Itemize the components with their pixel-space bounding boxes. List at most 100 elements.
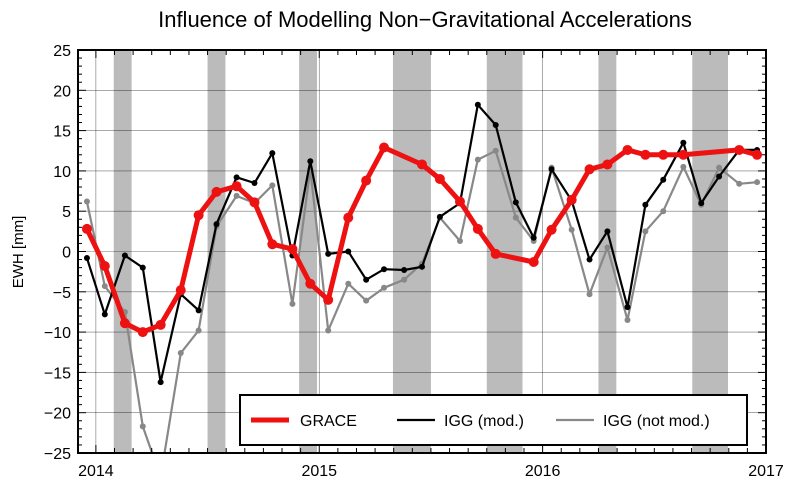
y-tick-label: −25 [44, 446, 71, 463]
y-tick-label: 0 [62, 245, 71, 262]
data-point-grace [343, 212, 354, 223]
data-point-igg-not-mod [754, 179, 761, 186]
data-point-igg-mod [604, 228, 611, 235]
data-point-igg-not-mod [660, 208, 667, 215]
data-point-igg-mod [121, 252, 128, 259]
data-point-igg-mod [363, 276, 370, 283]
data-point-igg-not-mod [642, 228, 649, 235]
data-point-grace [287, 244, 298, 255]
x-tick-label: 2014 [78, 463, 114, 480]
legend-label: IGG (not mod.) [603, 413, 710, 430]
data-point-grace [454, 196, 465, 207]
data-point-igg-mod [512, 199, 519, 206]
data-point-igg-not-mod [289, 300, 296, 307]
data-point-igg-not-mod [736, 180, 743, 187]
data-point-igg-not-mod [680, 163, 687, 170]
data-point-igg-not-mod [716, 164, 723, 171]
data-point-igg-not-mod [474, 156, 481, 163]
data-point-igg-mod [157, 379, 164, 386]
data-point-igg-mod [345, 248, 352, 255]
data-point-igg-mod [474, 101, 481, 108]
data-point-igg-not-mod [512, 214, 519, 221]
data-point-igg-mod [419, 263, 425, 270]
plot-area: −25 −20 −15 −10 −5 0 5 10 15 20 25 2014 2015 2016 2017… [44, 43, 784, 480]
data-point-igg-mod [660, 176, 667, 183]
data-point-igg-not-mod [325, 327, 332, 334]
data-point-grace [417, 159, 427, 170]
data-point-igg-not-mod [363, 297, 370, 304]
y-tick-label: 20 [53, 83, 71, 100]
data-point-igg-not-mod [345, 280, 352, 287]
data-point-grace [81, 223, 92, 234]
data-point-grace [640, 149, 651, 160]
data-point-igg-not-mod [158, 474, 164, 480]
data-point-grace [305, 278, 316, 289]
data-point-grace [379, 142, 390, 153]
data-point-igg-not-mod [233, 192, 240, 199]
data-point-igg-mod [251, 179, 258, 186]
data-point-grace [490, 248, 501, 259]
data-point-grace [211, 186, 222, 197]
data-point-igg-not-mod [586, 291, 593, 298]
data-point-igg-not-mod [604, 244, 611, 251]
x-tick-label: 2016 [525, 463, 561, 480]
y-tick-label: −20 [44, 406, 71, 423]
data-point-igg-not-mod [624, 317, 631, 324]
data-point-igg-mod [139, 264, 146, 271]
data-point-igg-mod [698, 200, 705, 207]
data-point-igg-not-mod [177, 350, 184, 357]
data-point-igg-not-mod [492, 147, 499, 154]
legend: GRACE IGG (mod.) IGG (not mod.) [239, 394, 748, 446]
data-point-igg-not-mod [269, 182, 276, 189]
data-point-igg-mod [101, 311, 108, 318]
data-point-grace [528, 256, 539, 267]
data-point-grace [546, 224, 557, 235]
data-point-igg-mod [624, 304, 631, 311]
data-point-igg-not-mod [568, 226, 575, 233]
legend-label: IGG (mod.) [444, 413, 524, 430]
y-tick-label: −10 [44, 325, 71, 342]
data-point-igg-mod [307, 158, 314, 165]
data-point-igg-mod [195, 307, 202, 314]
y-tick-label: −15 [44, 365, 71, 382]
data-point-igg-mod [381, 266, 388, 273]
data-point-grace [678, 149, 689, 160]
y-tick-label: 10 [53, 164, 71, 181]
data-point-grace [99, 261, 110, 272]
data-point-igg-mod [269, 150, 276, 157]
data-point-igg-not-mod [381, 284, 388, 291]
y-tick-label: −5 [53, 285, 71, 302]
data-point-igg-not-mod [101, 283, 108, 290]
data-point-igg-mod [530, 234, 537, 241]
data-point-grace [472, 223, 483, 234]
data-point-igg-not-mod [456, 238, 463, 245]
data-point-igg-mod [325, 250, 332, 257]
data-point-grace [658, 149, 669, 160]
chart-title: Influence of Modelling Non−Gravitational… [158, 7, 692, 32]
data-point-grace [434, 173, 445, 184]
y-tick-label: 25 [53, 43, 71, 60]
data-point-igg-mod [83, 254, 90, 261]
data-point-igg-mod [548, 166, 555, 173]
data-point-grace [119, 318, 130, 329]
data-point-igg-not-mod [83, 198, 90, 205]
data-point-igg-mod [716, 173, 723, 180]
data-point-grace [734, 144, 745, 155]
data-point-grace [622, 144, 633, 155]
data-point-grace [323, 294, 334, 305]
data-point-igg-not-mod [401, 276, 408, 283]
y-axis-label: EWH [mm] [10, 216, 27, 289]
data-point-igg-mod [401, 267, 408, 274]
data-point-igg-mod [642, 201, 649, 208]
data-point-grace [175, 285, 186, 296]
data-point-grace [566, 194, 577, 205]
y-tick-label: 15 [53, 124, 71, 141]
series-group [81, 101, 763, 480]
data-point-grace [602, 159, 613, 170]
data-point-igg-not-mod [139, 423, 146, 430]
y-tick-label: 5 [62, 204, 71, 221]
data-point-grace [584, 164, 595, 175]
data-point-igg-not-mod [195, 327, 202, 334]
x-tick-label: 2015 [301, 463, 337, 480]
